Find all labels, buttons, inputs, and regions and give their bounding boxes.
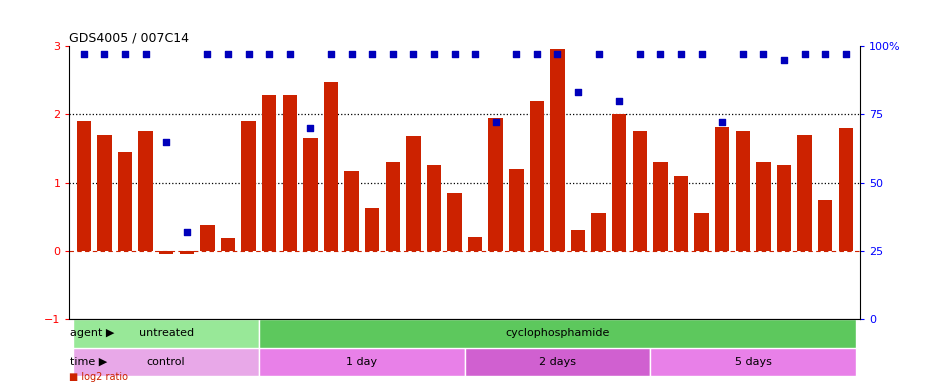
Point: [611, 98, 626, 104]
Point: [529, 51, 544, 57]
Point: [406, 51, 421, 57]
Bar: [488, 118, 503, 251]
Point: [262, 51, 277, 57]
Point: [386, 51, 401, 57]
Point: [364, 51, 379, 57]
Bar: [241, 121, 256, 251]
Bar: [550, 50, 564, 251]
Text: GDS4005 / 007C14: GDS4005 / 007C14: [69, 32, 190, 45]
Bar: [406, 136, 421, 251]
Point: [117, 51, 132, 57]
Bar: [839, 128, 853, 251]
Point: [468, 51, 483, 57]
Bar: [426, 166, 441, 251]
Bar: [324, 81, 339, 251]
Bar: [159, 251, 173, 254]
Bar: [386, 162, 400, 251]
Point: [344, 51, 359, 57]
Point: [633, 51, 648, 57]
Bar: [757, 162, 771, 251]
Point: [509, 51, 524, 57]
Point: [591, 51, 606, 57]
Point: [818, 51, 833, 57]
Bar: [509, 169, 524, 251]
Bar: [591, 213, 606, 251]
Point: [797, 51, 812, 57]
Point: [673, 51, 688, 57]
Bar: [344, 171, 359, 251]
Bar: [673, 176, 688, 251]
Point: [488, 119, 503, 126]
Bar: [73, 319, 259, 348]
Bar: [571, 230, 586, 251]
Bar: [200, 225, 215, 251]
Point: [138, 51, 153, 57]
Bar: [303, 138, 317, 251]
Point: [447, 51, 462, 57]
Point: [303, 125, 318, 131]
Point: [653, 51, 668, 57]
Bar: [653, 162, 668, 251]
Bar: [468, 237, 482, 251]
Bar: [117, 152, 132, 251]
Bar: [797, 135, 812, 251]
Bar: [221, 238, 235, 251]
Bar: [282, 95, 297, 251]
Point: [777, 57, 792, 63]
Bar: [715, 127, 730, 251]
Bar: [818, 200, 833, 251]
Point: [735, 51, 750, 57]
Point: [97, 51, 112, 57]
Bar: [464, 348, 650, 376]
Bar: [179, 251, 194, 254]
Point: [571, 89, 586, 96]
Bar: [73, 348, 259, 376]
Bar: [633, 131, 648, 251]
Text: control: control: [147, 357, 186, 367]
Text: agent ▶: agent ▶: [69, 328, 114, 338]
Text: untreated: untreated: [139, 328, 193, 338]
Bar: [650, 348, 857, 376]
Point: [838, 51, 853, 57]
Bar: [259, 319, 857, 348]
Text: 2 days: 2 days: [539, 357, 576, 367]
Point: [241, 51, 256, 57]
Text: 5 days: 5 days: [734, 357, 771, 367]
Bar: [530, 101, 544, 251]
Bar: [612, 114, 626, 251]
Bar: [695, 213, 709, 251]
Text: ■ log2 ratio: ■ log2 ratio: [69, 372, 129, 382]
Point: [282, 51, 297, 57]
Bar: [259, 348, 465, 376]
Bar: [777, 166, 791, 251]
Point: [695, 51, 709, 57]
Bar: [97, 135, 112, 251]
Point: [715, 119, 730, 126]
Bar: [735, 131, 750, 251]
Point: [426, 51, 441, 57]
Point: [550, 51, 565, 57]
Text: time ▶: time ▶: [69, 357, 107, 367]
Bar: [77, 121, 91, 251]
Point: [159, 139, 174, 145]
Point: [756, 51, 771, 57]
Point: [324, 51, 339, 57]
Bar: [448, 193, 462, 251]
Bar: [139, 131, 153, 251]
Bar: [262, 95, 277, 251]
Point: [220, 51, 235, 57]
Bar: [365, 209, 379, 251]
Text: cyclophosphamide: cyclophosphamide: [505, 328, 610, 338]
Point: [77, 51, 92, 57]
Text: 1 day: 1 day: [346, 357, 377, 367]
Point: [179, 228, 194, 235]
Point: [200, 51, 215, 57]
